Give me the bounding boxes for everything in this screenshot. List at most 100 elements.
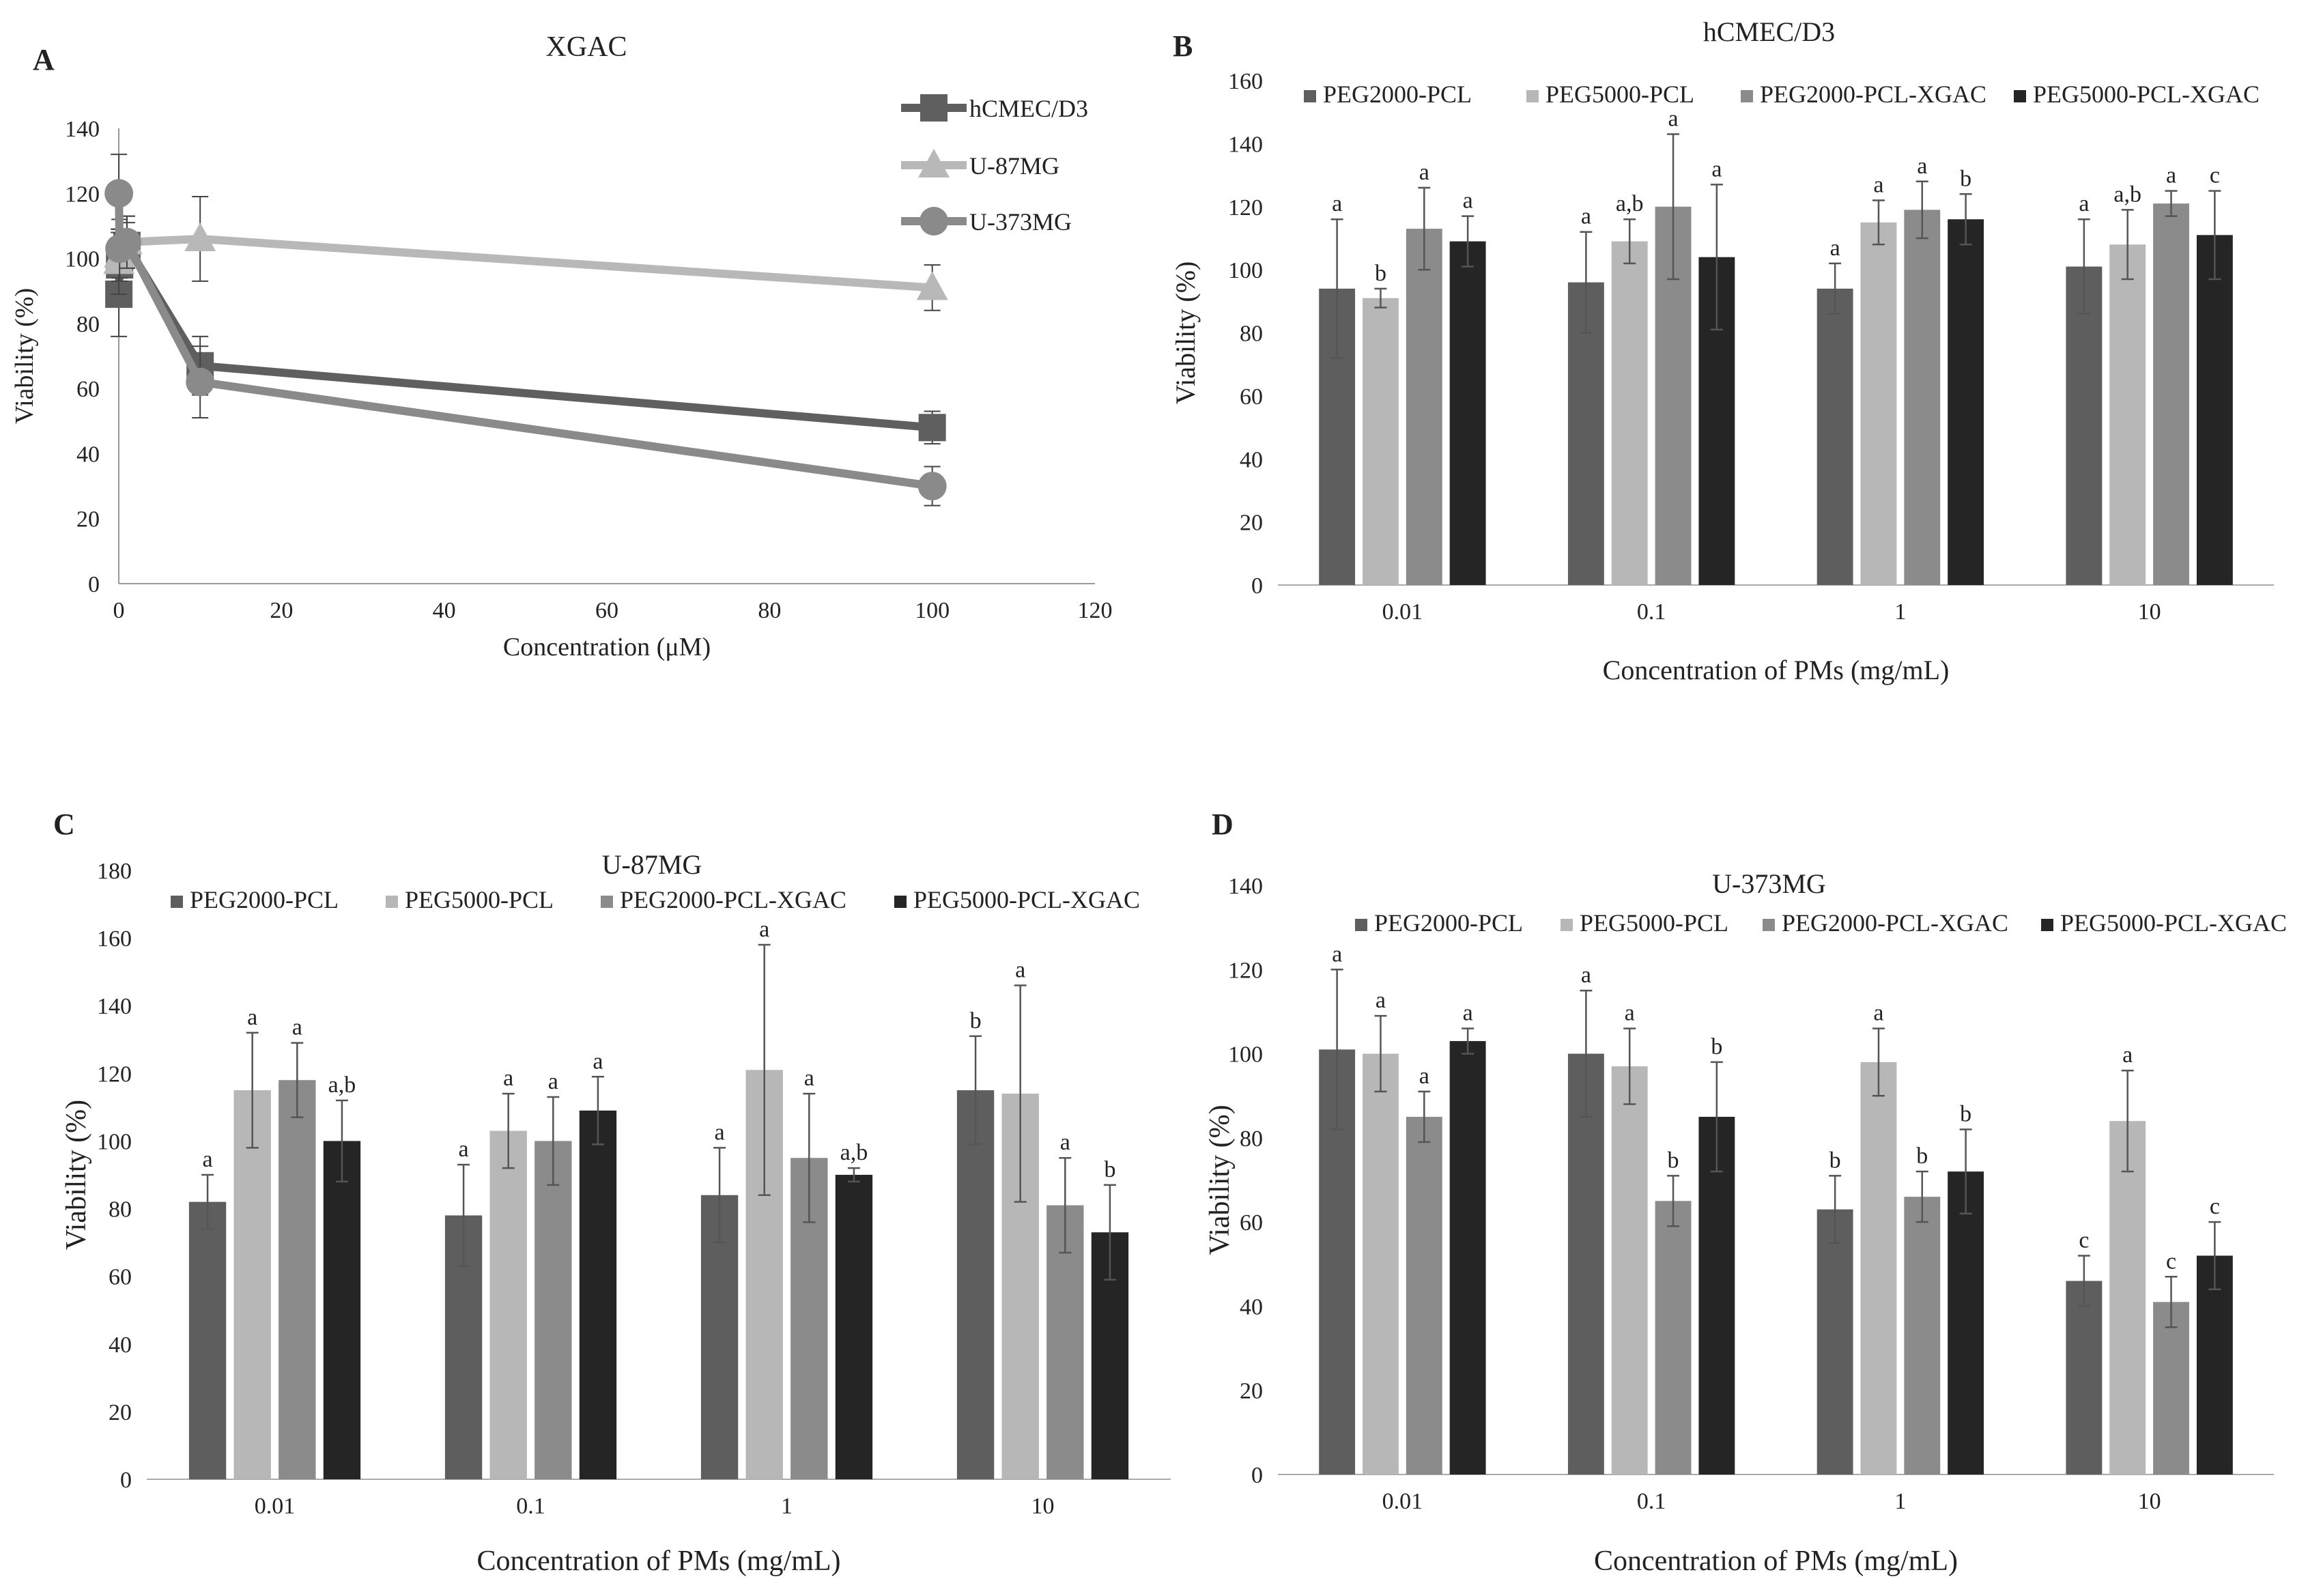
panel-d-significance-label: c [2079, 1227, 2089, 1253]
panel-d-x-tick: 10 [2138, 1489, 2161, 1514]
panel-b-y-tick: 20 [1240, 511, 1263, 536]
panel-c-y-tick: 160 [97, 926, 132, 952]
panel-c-error-bar [758, 943, 771, 1196]
panel-b-significance-label: a [1581, 204, 1591, 229]
panel-b-y-tick: 60 [1240, 384, 1263, 410]
panel-a-y-tick: 60 [76, 377, 100, 402]
panel-c-error-bar [591, 1076, 604, 1145]
panel-b-bar-peg5000-pcl [1611, 241, 1648, 585]
panel-d-y-tick: 0 [1251, 1463, 1263, 1488]
panel-c-bar-peg5000-pcl-xgac [835, 1175, 873, 1479]
panel-a-x-tick: 80 [758, 598, 781, 623]
panel-c-significance-label: a [503, 1066, 513, 1091]
panel-c-error-bar [502, 1092, 515, 1169]
panel-d-bar-peg5000-pcl-xgac [2196, 1255, 2233, 1474]
panel-d-bar-peg2000-pcl-xgac [1655, 1201, 1692, 1474]
panel-d-significance-label: a [1332, 941, 1342, 967]
panel-a-legend-marker-hcmec-d3 [920, 94, 948, 122]
panel-c-significance-label: a [459, 1137, 469, 1162]
panel-d-error-bar [1462, 1027, 1474, 1055]
panel-d-y-tick: 120 [1228, 958, 1263, 983]
panel-d-significance-label: c [2166, 1249, 2176, 1274]
panel-c-error-bar [803, 1092, 816, 1223]
panel-b-error-bar [1710, 184, 1723, 331]
panel-c-error-bar [335, 1099, 348, 1183]
panel-d-error-bar [2077, 1255, 2090, 1307]
panel-b-error-bar [2208, 190, 2221, 281]
panel-b-legend-swatch-peg2000-pcl [1304, 90, 1316, 102]
panel-d-error-bar [1915, 1170, 1928, 1223]
panel-a-chart: A XGAC 0 20 40 60 80 100 120 0 20 40 60 80 100 120 140 Co… [10, 31, 1113, 661]
panel-d-significance-label: b [1829, 1148, 1841, 1173]
panel-d-error-bar [1374, 1014, 1387, 1093]
panel-b-bar-peg2000-pcl [1817, 288, 1853, 585]
panel-c-significance-label: a [1060, 1130, 1070, 1155]
panel-a-x-tick: 40 [433, 598, 456, 623]
panel-b-error-bar [1829, 262, 1842, 315]
panel-d-significance-label: b [1916, 1143, 1928, 1169]
panel-d-significance-label: b [1668, 1148, 1679, 1173]
panel-d-legend-swatch-peg2000-pcl [1355, 919, 1367, 931]
panel-b-y-tick: 40 [1240, 447, 1263, 472]
panel-a-y-tick: 40 [76, 442, 100, 467]
panel-c-significance-label: a [1015, 957, 1025, 982]
panel-d-significance-label: a [1873, 1001, 1883, 1026]
panel-c-bar-peg2000-pcl [956, 1090, 995, 1479]
panel-b-error-bar [1580, 231, 1593, 334]
panel-b-significance-label: a [2166, 163, 2176, 188]
panel-b-error-bar [2165, 190, 2178, 217]
panel-a-legend-marker-u-373mg [920, 207, 948, 236]
panel-d-bar-peg5000-pcl-xgac [1449, 1041, 1486, 1474]
panel-c-significance-label: b [970, 1008, 982, 1034]
panel-c-y-tick: 80 [109, 1197, 132, 1223]
panel-c-error-bar [201, 1173, 214, 1230]
panel-a-point-u-87mg [916, 271, 948, 300]
panel-d-error-bar [2121, 1069, 2134, 1173]
panel-c-y-tick: 20 [109, 1400, 132, 1425]
panel-d-error-bar [1330, 969, 1343, 1130]
panel-c-significance-label: a [548, 1069, 558, 1094]
panel-c-error-bar [291, 1042, 304, 1119]
panel-a-y-tick: 120 [65, 182, 100, 207]
panel-a-legend-label-u-87mg: U-87MG [969, 152, 1059, 180]
panel-a-point-hcmec-d3 [918, 414, 946, 442]
panel-d-y-tick: 40 [1240, 1294, 1263, 1320]
panel-c-legend-label-peg2000-pcl-xgac: PEG2000-PCL-XGAC [620, 886, 846, 913]
panel-b-error-bar [1915, 180, 1928, 240]
panel-a-point-u-373mg [104, 179, 134, 208]
panel-b-legend-label-peg2000-pcl-xgac: PEG2000-PCL-XGAC [1760, 81, 1986, 108]
panel-b-significance-label: a,b [1616, 191, 1644, 216]
panel-b-bar-peg5000-pcl-xgac [1948, 219, 1984, 586]
panel-c-significance-label: a,b [840, 1140, 868, 1165]
panel-a-y-tick: 0 [88, 572, 100, 597]
panel-a-y-tick: 100 [65, 247, 100, 272]
panel-b-legend-swatch-peg5000-pcl [1526, 90, 1539, 102]
panel-b-significance-label: a [1463, 188, 1473, 214]
panel-b-letter: B [1173, 29, 1193, 63]
panel-b-bar-peg2000-pcl [2066, 266, 2103, 585]
panel-c-significance-label: a [292, 1015, 302, 1040]
panel-c-title: U-87MG [602, 849, 702, 880]
panel-b-y-tick: 160 [1228, 69, 1263, 94]
panel-a-legend-marker-u-87mg [918, 149, 950, 177]
panel-c-error-bar [847, 1167, 860, 1183]
panel-a-legend-label-hcmec-d3: hCMEC/D3 [969, 95, 1088, 122]
panel-d-bar-peg2000-pcl [2066, 1281, 2103, 1474]
panel-b-significance-label: a [1419, 160, 1429, 185]
panel-b-error-bar [1374, 287, 1387, 309]
panel-d-significance-label: a [1419, 1064, 1429, 1089]
panel-c-x-label: Concentration of PMs (mg/mL) [476, 1545, 840, 1577]
panel-c-error-bar [246, 1031, 259, 1149]
panel-d-x-label: Concentration of PMs (mg/mL) [1594, 1545, 1958, 1577]
panel-c-x-tick: 1 [781, 1494, 793, 1519]
panel-a-line-hcmec-d3 [115, 241, 933, 432]
panel-b-error-bar [2121, 209, 2134, 281]
panel-b-significance-label: a [1917, 154, 1927, 179]
panel-b-significance-label: b [1960, 166, 1971, 191]
panel-c-bar-peg5000-pcl-xgac [323, 1141, 361, 1479]
panel-b-significance-label: a [1711, 156, 1722, 182]
panel-b-y-tick: 100 [1228, 258, 1263, 283]
panel-c-y-tick: 180 [97, 859, 132, 884]
panel-c-error-bar [713, 1147, 726, 1244]
